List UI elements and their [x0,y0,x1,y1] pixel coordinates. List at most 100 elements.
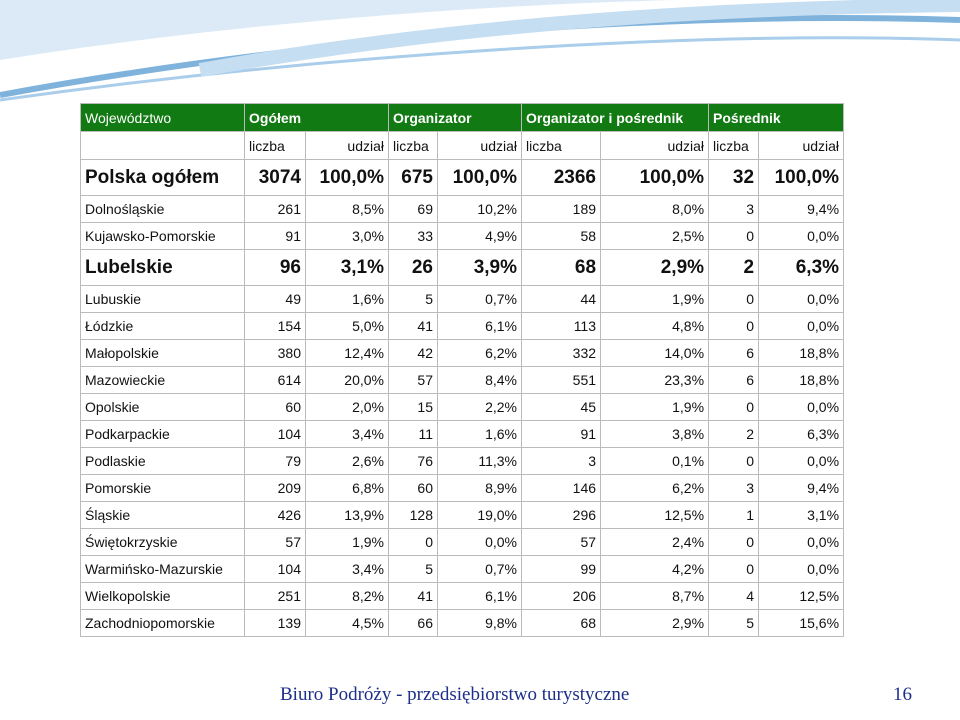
cell: 58 [522,223,601,249]
region-name: Lubelskie [81,250,244,285]
cell: 2,5% [601,223,709,249]
region-name: Świętokrzyskie [81,529,244,555]
cell: 0 [709,286,759,312]
header-row: Województwo Ogółem Organizator Organizator … [81,104,844,131]
cell: 9,4% [759,475,844,501]
cell: 68 [522,250,601,285]
data-row: Śląskie 426 13,9% 128 19,0% 296 12,5% 1 3,1% [81,502,844,528]
cell: 6,2% [601,475,709,501]
region-name: Podlaskie [81,448,244,474]
cell: 100,0% [438,160,522,195]
cell: 8,5% [306,196,388,222]
region-name: Podkarpackie [81,421,244,447]
region-name: Opolskie [81,394,244,420]
cell: 3 [709,196,759,222]
cell: 0 [709,313,759,339]
cell: 15 [389,394,437,420]
cell: 19,0% [438,502,522,528]
cell: 15,6% [759,610,844,636]
cell: 675 [389,160,437,195]
background-swoosh [0,0,960,102]
sub-header: liczba [522,132,601,159]
data-row: Pomorskie 209 6,8% 60 8,9% 146 6,2% 3 9,4% [81,475,844,501]
cell: 5,0% [306,313,388,339]
cell: 426 [245,502,305,528]
cell: 69 [389,196,437,222]
sub-header: liczba [389,132,437,159]
data-row: Podkarpackie 104 3,4% 11 1,6% 91 3,8% 2 6,3% [81,421,844,447]
cell: 1 [709,502,759,528]
cell: 4,5% [306,610,388,636]
footer-text: Biuro Podróży - przedsiębiorstwo turysty… [280,684,630,705]
cell: 60 [245,394,305,420]
region-name: Dolnośląskie [81,196,244,222]
cell: 9,4% [759,196,844,222]
data-row: Lubuskie 49 1,6% 5 0,7% 44 1,9% 0 0,0% [81,286,844,312]
cell: 33 [389,223,437,249]
region-name: Wielkopolskie [81,583,244,609]
cell: 6,3% [759,421,844,447]
cell: 251 [245,583,305,609]
cell: 3 [709,475,759,501]
cell: 3,9% [438,250,522,285]
data-row: Wielkopolskie 251 8,2% 41 6,1% 206 8,7% 4 12,5% [81,583,844,609]
sub-header: udział [438,132,522,159]
cell: 0,7% [438,556,522,582]
cell: 3,4% [306,421,388,447]
cell: 91 [245,223,305,249]
data-row: Dolnośląskie 261 8,5% 69 10,2% 189 8,0% 3 9,4% [81,196,844,222]
sub-header: udział [306,132,388,159]
region-name: Małopolskie [81,340,244,366]
region-name: Pomorskie [81,475,244,501]
cell: 6,1% [438,313,522,339]
cell: 2 [709,250,759,285]
cell: 5 [389,286,437,312]
cell: 3,1% [306,250,388,285]
sub-header: udział [759,132,844,159]
cell: 189 [522,196,601,222]
cell: 57 [522,529,601,555]
cell: 2,0% [306,394,388,420]
cell: 0,0% [759,394,844,420]
cell: 146 [522,475,601,501]
cell: 0,0% [438,529,522,555]
cell: 6 [709,340,759,366]
cell: 8,0% [601,196,709,222]
data-row: Mazowieckie 614 20,0% 57 8,4% 551 23,3% 6 18,8% [81,367,844,393]
cell: 2366 [522,160,601,195]
data-row: Warmińsko-Mazurskie 104 3,4% 5 0,7% 99 4,2% 0 0,… [81,556,844,582]
cell: 2,2% [438,394,522,420]
cell: 380 [245,340,305,366]
cell: 209 [245,475,305,501]
cell: 551 [522,367,601,393]
cell: 49 [245,286,305,312]
cell: 0,1% [601,448,709,474]
cell: 0,0% [759,313,844,339]
cell: 0 [709,529,759,555]
data-row: Podlaskie 79 2,6% 76 11,3% 3 0,1% 0 0,0% [81,448,844,474]
cell: 0 [709,556,759,582]
cell: 13,9% [306,502,388,528]
cell: 4,2% [601,556,709,582]
cell: 6,2% [438,340,522,366]
region-name: Polska ogółem [81,160,244,195]
cell: 0,0% [759,448,844,474]
cell: 128 [389,502,437,528]
cell: 3 [522,448,601,474]
cell: 2 [709,421,759,447]
sub-header: liczba [709,132,759,159]
cell: 12,5% [759,583,844,609]
cell: 6 [709,367,759,393]
data-row: Polska ogółem 3074 100,0% 675 100,0% 2366 100,… [81,160,844,195]
cell: 3,4% [306,556,388,582]
group-header: Organizator i pośrednik [522,104,709,131]
cell: 26 [389,250,437,285]
cell: 100,0% [306,160,388,195]
cell: 206 [522,583,601,609]
cell: 6,1% [438,583,522,609]
group-header: Województwo [81,104,244,131]
cell: 18,8% [759,340,844,366]
cell: 3074 [245,160,305,195]
cell: 2,9% [601,610,709,636]
